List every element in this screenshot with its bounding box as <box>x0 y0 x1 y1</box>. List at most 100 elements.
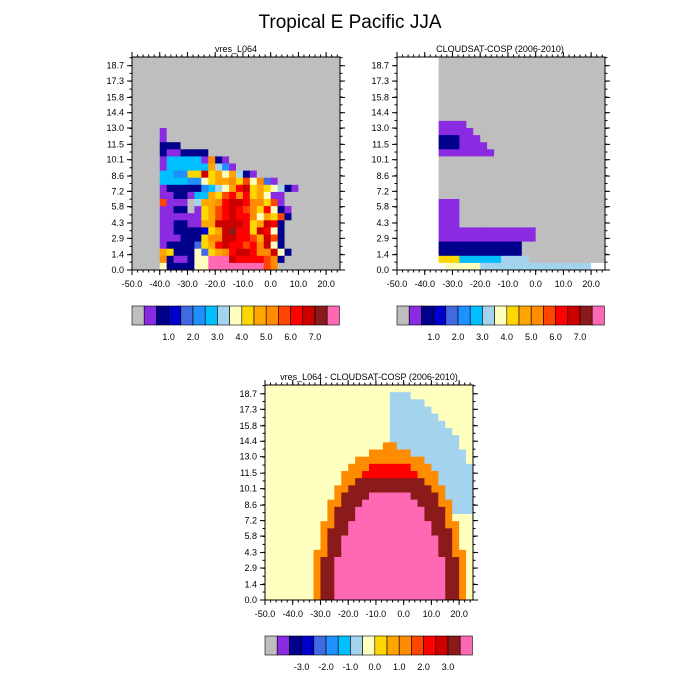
heatmap-cell <box>459 170 467 179</box>
heatmap-cell <box>145 170 154 179</box>
heatmap-cell <box>362 406 370 415</box>
heatmap-cell <box>591 184 599 193</box>
heatmap-cell <box>507 106 516 115</box>
heatmap-cell <box>355 442 363 450</box>
heatmap-cell <box>215 156 223 164</box>
heatmap-cell <box>445 514 453 522</box>
heatmap-cell <box>313 542 321 551</box>
heatmap-cell <box>521 106 530 115</box>
heatmap-cell <box>277 262 285 271</box>
heatmap-cell <box>466 485 474 493</box>
heatmap-cell <box>194 128 202 136</box>
heatmap-cell <box>577 99 585 108</box>
heatmap-cell <box>152 213 161 221</box>
heatmap-cell <box>403 592 411 601</box>
heatmap-cell <box>466 71 474 79</box>
heatmap-cell <box>459 420 467 429</box>
heatmap-cell <box>535 177 543 186</box>
heatmap-cell <box>410 435 418 443</box>
heatmap-cell <box>382 471 391 479</box>
panel-diff-colorbar: -3.0 -2.0 -1.0 0.0 1.0 2.0 3.0 <box>264 635 473 672</box>
heatmap-cell <box>159 128 168 136</box>
heatmap-cell <box>299 535 307 544</box>
y-tick-label: 11.5 <box>372 139 389 149</box>
heatmap-cell <box>403 420 411 429</box>
heatmap-cell <box>299 485 307 493</box>
heatmap-cell <box>445 413 453 422</box>
heatmap-cell <box>265 521 273 529</box>
heatmap-cell <box>452 135 460 143</box>
heatmap-cell <box>514 206 523 214</box>
heatmap-cell <box>263 163 272 171</box>
heatmap-cell <box>298 78 306 86</box>
heatmap-cell <box>194 106 202 115</box>
heatmap-cell <box>348 478 356 486</box>
heatmap-cell <box>348 449 356 458</box>
heatmap-cell <box>236 64 244 72</box>
heatmap-cell <box>480 106 488 115</box>
heatmap-cell <box>459 406 467 415</box>
heatmap-cell <box>312 57 320 65</box>
heatmap-cell <box>284 163 292 171</box>
heatmap-cell <box>487 120 495 129</box>
heatmap-cell <box>445 506 453 515</box>
heatmap-cell <box>598 206 606 214</box>
heatmap-cell <box>494 120 502 129</box>
heatmap-cell <box>249 220 258 228</box>
heatmap-cell <box>291 135 299 143</box>
heatmap-cell <box>459 120 467 129</box>
heatmap-cell <box>299 420 307 429</box>
heatmap-cell <box>355 578 363 587</box>
heatmap-cell <box>542 241 550 250</box>
heatmap-cell <box>396 449 405 458</box>
heatmap-cell <box>445 535 453 544</box>
heatmap-cell <box>382 385 391 393</box>
heatmap-cell <box>355 392 363 400</box>
heatmap-cell <box>334 428 342 436</box>
heatmap-cell <box>180 85 188 93</box>
heatmap-cell <box>284 64 292 72</box>
heatmap-cell <box>265 392 273 400</box>
heatmap-cell <box>556 64 564 72</box>
heatmap-cell <box>473 248 481 257</box>
heatmap-cell <box>208 128 216 136</box>
heatmap-cell <box>320 549 328 558</box>
heatmap-cell <box>369 485 377 493</box>
heatmap-cell <box>278 442 287 450</box>
heatmap-cell <box>584 71 592 79</box>
heatmap-cell <box>431 135 439 143</box>
heatmap-cell <box>521 220 530 228</box>
heatmap-cell <box>334 413 342 422</box>
heatmap-cell <box>132 206 140 214</box>
heatmap-cell <box>132 220 140 228</box>
heatmap-cell <box>292 463 301 472</box>
heatmap-cell <box>528 170 537 179</box>
heatmap-cell <box>598 199 606 207</box>
heatmap-cell <box>166 135 174 143</box>
heatmap-cell <box>431 478 439 486</box>
heatmap-cell <box>556 206 564 214</box>
heatmap-cell <box>570 248 578 257</box>
heatmap-cell <box>229 113 237 122</box>
heatmap-cell <box>473 99 481 108</box>
heatmap-cell <box>389 399 398 407</box>
heatmap-cell <box>265 399 273 407</box>
heatmap-cell <box>466 177 474 186</box>
heatmap-cell <box>173 78 181 86</box>
heatmap-cell <box>341 535 349 544</box>
heatmap-cell <box>417 492 425 501</box>
heatmap-cell <box>306 485 314 493</box>
heatmap-cell <box>382 564 391 572</box>
heatmap-cell <box>417 521 425 529</box>
heatmap-cell <box>132 149 140 157</box>
heatmap-cell <box>242 149 251 157</box>
heatmap-cell <box>424 248 433 257</box>
heatmap-cell <box>577 135 585 143</box>
heatmap-cell <box>306 506 314 515</box>
colorbar-label: 0.0 <box>369 662 382 672</box>
heatmap-cell <box>271 413 280 422</box>
heatmap-cell <box>438 499 446 508</box>
heatmap-cell <box>236 163 244 171</box>
heatmap-cell <box>132 156 140 164</box>
heatmap-cell <box>542 64 550 72</box>
